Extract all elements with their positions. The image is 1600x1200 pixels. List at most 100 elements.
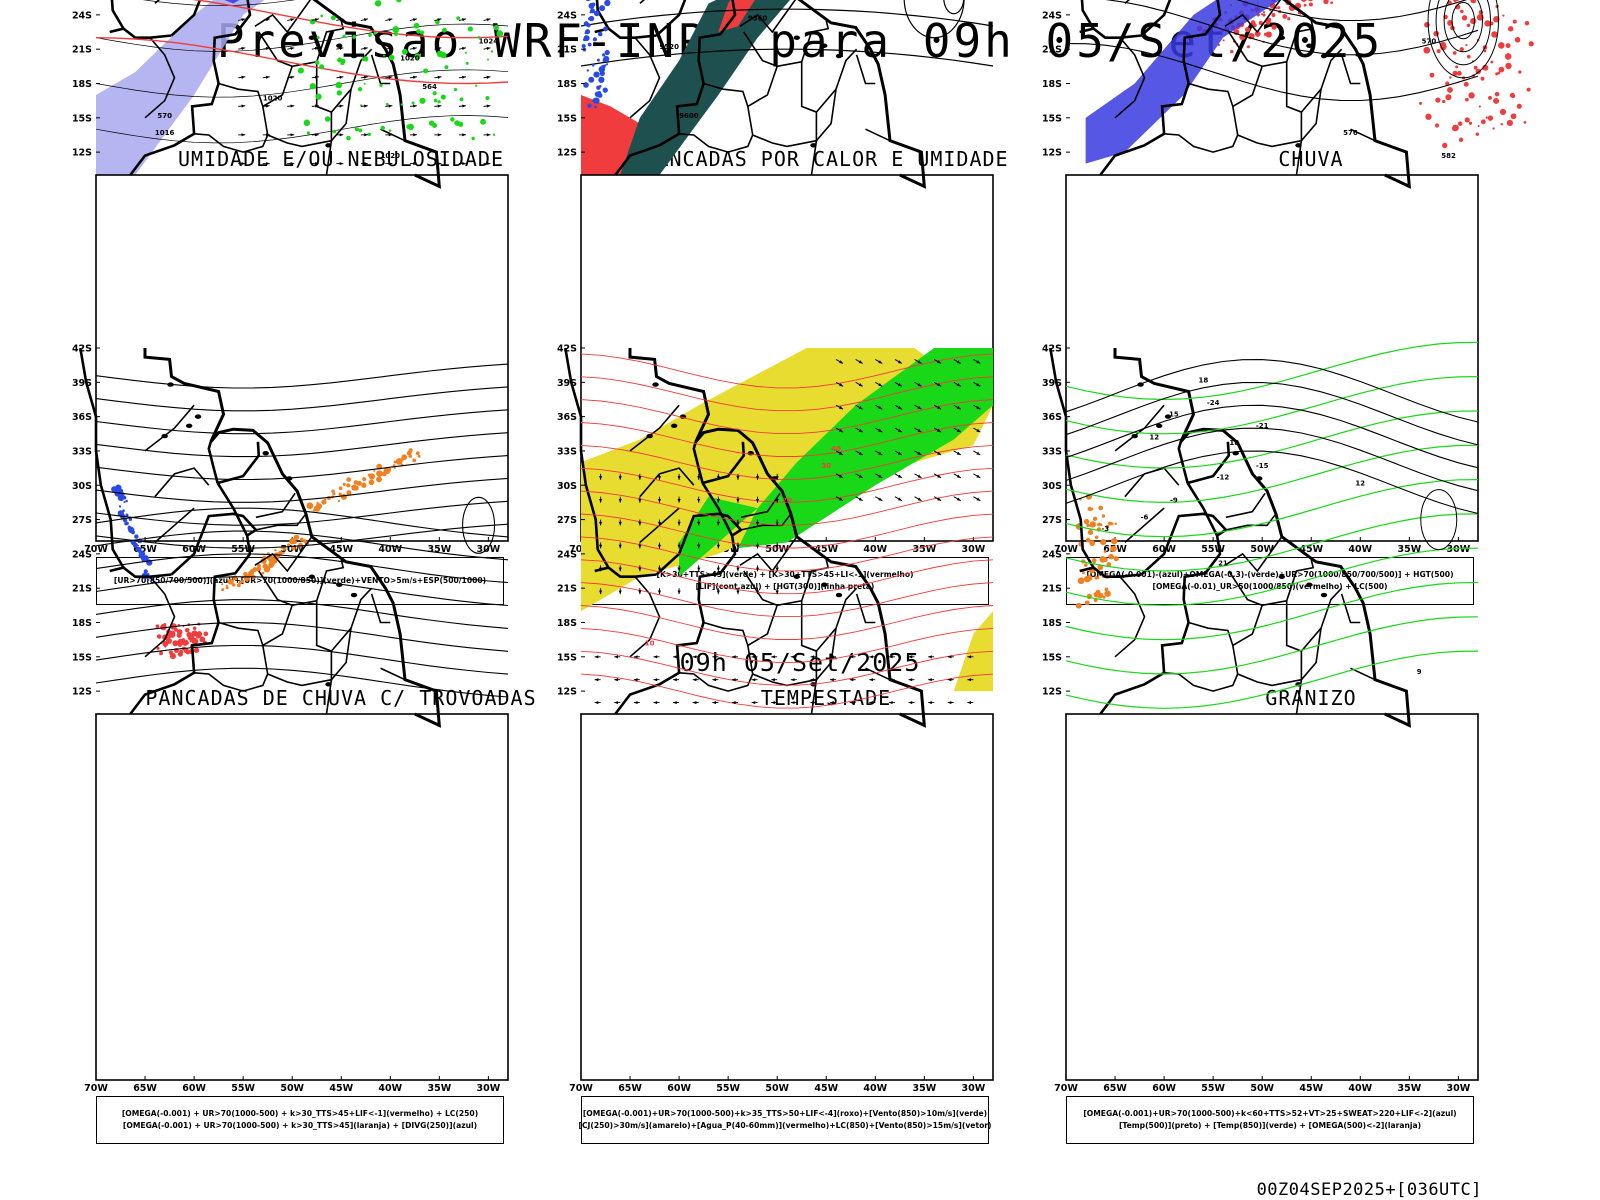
contour-label: 18 [1198, 376, 1208, 384]
storm-red-patch [169, 630, 176, 638]
storm-orange-patch [337, 499, 341, 503]
temp850-contour [1065, 616, 1479, 675]
wind-arrowhead [976, 474, 981, 478]
hail-orange-patch [1110, 537, 1118, 545]
rain-red-patch [1514, 37, 1521, 43]
streamline-850 [580, 422, 994, 457]
rain-red-patch [1523, 121, 1527, 124]
state-border [370, 54, 391, 85]
lat-label: 12S [1042, 687, 1062, 698]
divergence-contour [130, 530, 136, 535]
wind-arrowhead [412, 18, 417, 22]
wind-arrowhead [314, 75, 319, 79]
lake [350, 53, 358, 59]
wind-arrowhead [849, 655, 854, 659]
state-border [629, 37, 661, 119]
low-humidity-patch [352, 35, 357, 39]
basemap [594, 0, 927, 189]
country-border [655, 482, 743, 576]
wind-arrowhead [937, 406, 942, 410]
contour-label: 12 [1149, 434, 1159, 442]
lat-label: 21S [72, 45, 92, 56]
hgt300-contour [580, 48, 994, 67]
thickness-contour [95, 37, 509, 85]
rain-red-patch [1252, 23, 1257, 28]
map-chuva: 58257657056455855254657658212S15S18S21S2… [1042, 0, 1534, 555]
hail-orange-patch [1093, 593, 1096, 596]
wind-arrowhead [633, 655, 638, 659]
storm-orange-patch [238, 580, 243, 585]
jet-yellow-area [953, 611, 993, 692]
lif-contour [604, 49, 610, 56]
wind-arrowhead [614, 678, 618, 682]
hail-orange-patch [1113, 556, 1119, 562]
storm-orange-patch [261, 571, 265, 575]
lat-label: 36S [557, 412, 577, 423]
wind-arrowhead [437, 46, 442, 51]
rain-red-patch [1447, 87, 1453, 93]
lon-label: 40W [1348, 1083, 1372, 1094]
wind-arrowhead [677, 590, 681, 595]
panel-title: TEMPESTADE [760, 686, 892, 710]
lat-label: 15S [1042, 652, 1062, 663]
state-border [865, 667, 891, 681]
low-humidity-patch [358, 87, 363, 92]
storm-red-patch [156, 646, 160, 650]
axes: 12S 15S 18S 21S 24S 27S 30S 33S 36S 39S 42S 70W 65W 6… [557, 344, 986, 1095]
lif-contour [588, 15, 595, 22]
lon-label: 70W [569, 1083, 593, 1094]
low-humidity-patch [380, 125, 385, 131]
lat-label: 33S [557, 446, 577, 457]
state-border [218, 621, 264, 646]
rain-red-patch [1518, 70, 1522, 74]
state-border [218, 82, 264, 107]
wind-arrowhead [712, 655, 717, 659]
wind-arrowhead [638, 544, 642, 549]
instability-green-area [620, 0, 790, 175]
storm-red-patch [176, 629, 183, 635]
low-humidity-patch [459, 97, 464, 102]
wind-arrowhead [839, 474, 844, 478]
rain-red-patch [1463, 81, 1469, 87]
wind-arrowhead [618, 521, 622, 526]
state-border [810, 628, 837, 715]
low-humidity-patch [354, 127, 359, 132]
storm-orange-patch [340, 493, 347, 500]
wind-arrowhead [290, 104, 295, 108]
lat-label: 24S [72, 549, 92, 560]
storm-orange-patch [227, 578, 234, 585]
wind-arrowhead [976, 497, 981, 501]
storm-orange-patch [274, 548, 277, 552]
rain-red-patch [1442, 142, 1448, 149]
temp850-contour [1065, 581, 1479, 641]
hail-orange-patch [1091, 558, 1097, 563]
wind-arrowhead [917, 406, 922, 410]
wind-arrowhead [462, 104, 466, 108]
lat-label: 42S [1042, 344, 1062, 355]
hail-orange-patch [1097, 522, 1101, 527]
low-humidity-patch [475, 84, 478, 87]
wind-arrowhead [314, 18, 319, 22]
hgt500-contour [1443, 0, 1483, 53]
wind-arrowhead [830, 701, 834, 705]
wind-arrowhead [956, 360, 961, 364]
wind-arrowhead [897, 451, 902, 455]
wind-arrowhead [363, 75, 368, 79]
wind-arrowhead [657, 567, 662, 572]
contour-label: 21 [1218, 559, 1228, 567]
low-humidity-patch [309, 83, 316, 90]
hail-orange-patch [1087, 529, 1094, 535]
rain-red-patch [1429, 72, 1435, 78]
temp500-contour [1420, 489, 1458, 551]
storm-orange-patch [243, 571, 248, 577]
wind-arrowhead [633, 678, 638, 682]
low-humidity-patch [379, 83, 383, 88]
wind-arrowhead [486, 104, 491, 108]
isobar [95, 115, 509, 144]
wind-arrowhead [437, 162, 442, 166]
rain-red-patch [1282, 14, 1288, 19]
wind-arrowhead [290, 75, 295, 79]
storm-red-patch [178, 643, 182, 647]
country-border [702, 441, 746, 485]
wind-arrowhead [858, 360, 863, 364]
